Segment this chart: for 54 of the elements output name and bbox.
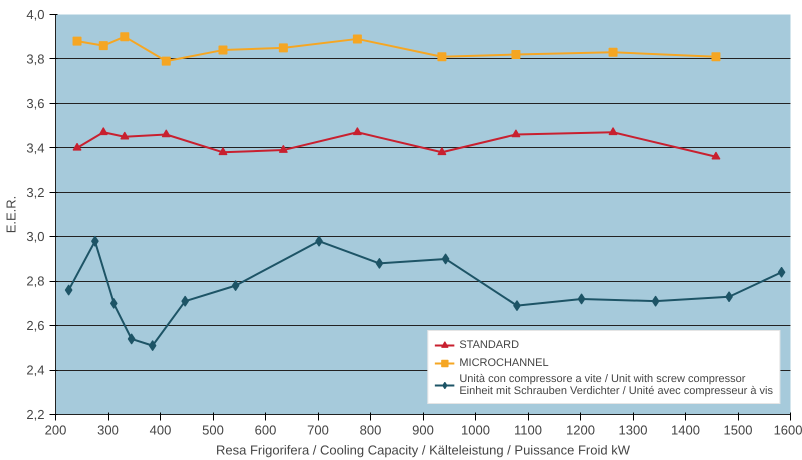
x-tick-label: 400: [150, 422, 172, 438]
point: [98, 127, 108, 136]
point: [511, 129, 520, 138]
point: [120, 132, 130, 140]
point: [162, 129, 171, 138]
y-tick-label: 2,4: [26, 362, 45, 378]
y-tick-label: 2,6: [26, 318, 45, 334]
y-tick-label: 3,2: [26, 184, 45, 200]
y-tick-label: 2,8: [26, 274, 45, 289]
point: [352, 34, 362, 44]
legend-label: Unità con compressore a vite / Unit with screw compressor Einheit mit Schrauben Verdichter / Unité avec compresseur à vis: [459, 373, 773, 397]
x-tick-label: 500: [202, 422, 224, 438]
x-tick-label: 1300: [618, 422, 648, 438]
point: [72, 142, 82, 151]
point: [120, 32, 130, 42]
point: [278, 144, 288, 153]
legend-label: STANDARD: [459, 339, 520, 351]
point: [711, 52, 720, 62]
point: [162, 56, 171, 66]
y-tick-label: 3,0: [26, 229, 45, 244]
point: [711, 152, 720, 160]
x-tick-label: 200: [44, 422, 66, 438]
point: [608, 48, 618, 57]
point: [110, 298, 118, 309]
x-axis-title: Resa Frigorifera / Cooling Capacity / Kälteleistung / Puissance Froid kW: [216, 442, 631, 458]
point: [218, 147, 228, 156]
point: [218, 46, 228, 55]
x-tick-label: 700: [307, 422, 329, 438]
y-tick-label: 2,2: [26, 407, 45, 422]
point: [608, 127, 618, 136]
x-tick-label: 800: [360, 422, 382, 438]
x-tick-label: 1600: [774, 422, 802, 438]
x-tick-label: 1500: [724, 422, 752, 438]
point: [72, 36, 82, 46]
x-tick-label: 900: [412, 422, 434, 438]
legend-label: MICROCHANNEL: [459, 357, 549, 369]
x-tick-label: 600: [254, 422, 276, 438]
point: [352, 127, 362, 136]
y-tick-label: 3,8: [26, 51, 45, 66]
x-tick-label: 1000: [461, 422, 490, 438]
point: [278, 43, 288, 52]
y-tick-label: 3,6: [26, 96, 45, 111]
point: [511, 50, 520, 59]
point: [98, 41, 108, 50]
x-tick-label: 1100: [514, 422, 542, 438]
y-tick-label: 3,4: [26, 140, 45, 156]
point: [437, 52, 446, 62]
y-axis-title: E.E.R.: [3, 196, 18, 234]
point: [437, 147, 446, 156]
y-tick-label: 4,0: [26, 7, 45, 22]
point: [181, 296, 190, 307]
x-tick-label: 1400: [671, 422, 700, 438]
x-tick-label: 300: [97, 422, 119, 438]
x-tick-label: 1200: [566, 422, 595, 438]
